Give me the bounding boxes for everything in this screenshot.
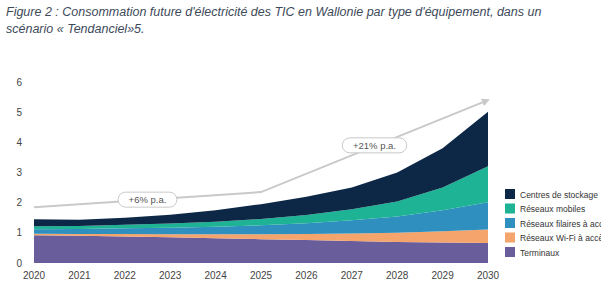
legend-label: Terminaux bbox=[520, 248, 560, 258]
y-tick bbox=[31, 232, 33, 233]
y-tick-label: 4 bbox=[16, 137, 22, 148]
y-tick bbox=[31, 172, 33, 173]
legend-label: Réseaux mobiles bbox=[520, 204, 585, 214]
x-tick bbox=[488, 263, 489, 265]
area-series bbox=[34, 112, 488, 226]
y-tick-label: 5 bbox=[16, 107, 22, 118]
y-tick bbox=[31, 112, 33, 113]
x-tick bbox=[124, 263, 125, 265]
annotation-pill bbox=[118, 192, 177, 207]
x-tick bbox=[397, 263, 398, 265]
chart-title: Figure 2 : Consommation future d'électri… bbox=[6, 4, 578, 38]
x-tick bbox=[79, 263, 80, 265]
trend-arrow bbox=[34, 100, 488, 207]
x-tick bbox=[215, 263, 216, 265]
y-tick-label: 1 bbox=[16, 227, 22, 238]
legend-label: Réseaux Wi-Fi à accès fixe bbox=[520, 233, 601, 243]
x-tick-label: 2029 bbox=[431, 270, 454, 281]
chart-svg: +6% p.a. +21% p.a. 0 1 2 3 4 5 6 2020 2021 2022 2023… bbox=[0, 0, 601, 285]
legend-label: Réseaux filaires à accès fixe bbox=[520, 219, 601, 229]
x-tick-label: 2030 bbox=[477, 270, 500, 281]
x-tick-label: 2027 bbox=[341, 270, 364, 281]
x-tick-label: 2021 bbox=[68, 270, 91, 281]
annotation-pill bbox=[342, 138, 406, 153]
x-tick-label: 2028 bbox=[386, 270, 409, 281]
plot-area bbox=[34, 112, 488, 263]
legend-swatch bbox=[505, 189, 515, 199]
y-tick-label: 6 bbox=[16, 77, 22, 88]
legend-label: Centres de stockage bbox=[520, 190, 598, 200]
x-tick bbox=[351, 263, 352, 265]
annotation-text: +21% p.a. bbox=[353, 140, 396, 151]
legend-swatch bbox=[505, 233, 515, 243]
y-tick bbox=[31, 202, 33, 203]
annotation-text: +6% p.a. bbox=[129, 194, 167, 205]
x-tick bbox=[170, 263, 171, 265]
legend-swatch bbox=[505, 218, 515, 228]
x-tick-label: 2026 bbox=[295, 270, 318, 281]
y-tick bbox=[31, 263, 33, 264]
y-tick-label: 3 bbox=[16, 167, 22, 178]
x-tick-label: 2024 bbox=[204, 270, 227, 281]
y-tick-label: 0 bbox=[16, 258, 22, 269]
x-tick-label: 2020 bbox=[23, 270, 46, 281]
x-tick-label: 2025 bbox=[250, 270, 273, 281]
y-tick bbox=[31, 142, 33, 143]
legend-swatch bbox=[505, 247, 515, 257]
x-tick bbox=[261, 263, 262, 265]
x-tick bbox=[306, 263, 307, 265]
x-tick-label: 2022 bbox=[114, 270, 137, 281]
x-tick bbox=[442, 263, 443, 265]
legend-swatch bbox=[505, 204, 515, 214]
x-tick bbox=[34, 263, 35, 265]
y-tick-label: 2 bbox=[16, 197, 22, 208]
y-tick bbox=[31, 82, 33, 83]
x-tick-label: 2023 bbox=[159, 270, 182, 281]
